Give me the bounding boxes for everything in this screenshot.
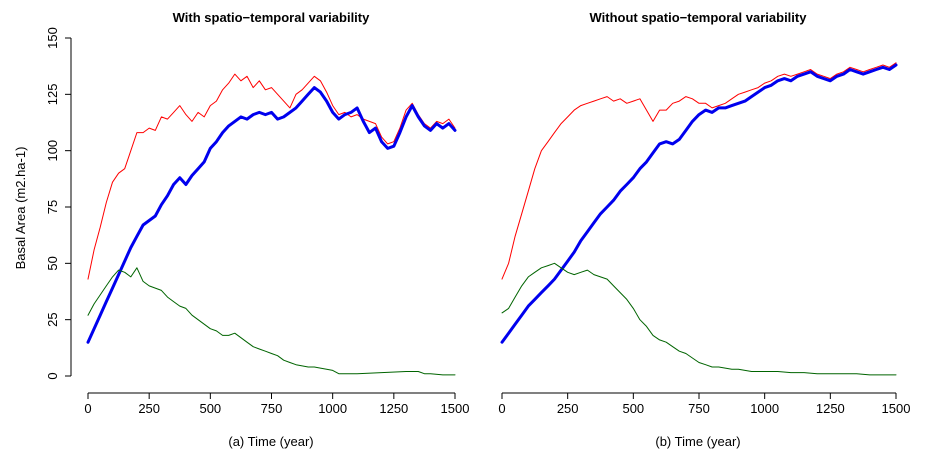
series-line-a-2 — [87, 267, 456, 376]
x-tick-label: 1250 — [379, 401, 408, 416]
y-tick-label: 0 — [45, 372, 60, 379]
y-tick-label: 75 — [45, 200, 60, 214]
series-line-b-0 — [501, 62, 897, 280]
x-tick-label: 750 — [261, 401, 283, 416]
x-tick-label: 1250 — [816, 401, 845, 416]
x-tick-label: 500 — [622, 401, 644, 416]
y-tick-label: 25 — [45, 312, 60, 326]
series-line-b-2 — [501, 262, 897, 376]
x-tick-label: 500 — [199, 401, 221, 416]
y-axis-label: Basal Area (m2.ha-1) — [13, 147, 28, 270]
series-line-a-1 — [86, 86, 457, 344]
y-tick-label: 50 — [45, 256, 60, 270]
x-axis-label-b: (b) Time (year) — [655, 434, 740, 449]
x-tick-label: 250 — [557, 401, 579, 416]
x-tick-label: 1000 — [750, 401, 779, 416]
series-line-b-1 — [500, 63, 898, 344]
x-tick-label: 1000 — [318, 401, 347, 416]
x-tick-label: 1500 — [882, 401, 911, 416]
x-axis-label-a: (a) Time (year) — [228, 434, 313, 449]
y-tick-label: 125 — [45, 83, 60, 105]
chart-title-a: With spatio−temporal variability — [173, 10, 371, 25]
x-tick-label: 750 — [688, 401, 710, 416]
chart-title-b: Without spatio−temporal variability — [590, 10, 808, 25]
x-tick-label: 0 — [84, 401, 91, 416]
y-tick-label: 150 — [45, 27, 60, 49]
chart-panel-b: Without spatio−temporal variability (b) … — [498, 10, 910, 449]
x-tick-label: 250 — [138, 401, 160, 416]
chart-panel-a: With spatio−temporal variability (a) Tim… — [45, 10, 469, 449]
series-line-a-0 — [87, 73, 456, 280]
x-tick-label: 0 — [498, 401, 505, 416]
y-tick-label: 100 — [45, 140, 60, 162]
x-tick-label: 1500 — [441, 401, 470, 416]
